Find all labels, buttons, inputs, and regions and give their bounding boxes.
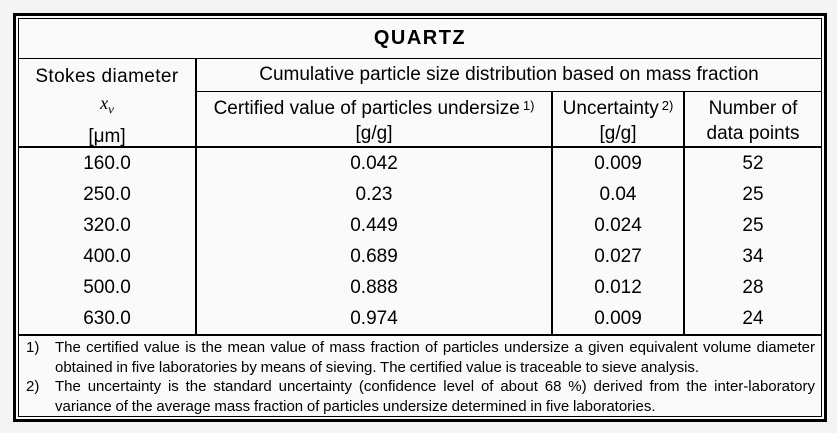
cell-diameter: 250.0 [19, 179, 197, 210]
certified-value-label: Certified value of particles undersize [213, 97, 520, 119]
footnotes-section: 1) The certified value is the mean value… [19, 336, 821, 416]
uncertainty-label: Uncertainty [562, 97, 659, 119]
footnote-ref-2: 2) [661, 97, 674, 113]
cell-diameter: 500.0 [19, 272, 197, 303]
table-header: Stokes diameter xv [μm] Cumulative parti… [19, 59, 821, 150]
footnote-1-marker: 1) [26, 339, 40, 356]
certified-value-unit: [g/g] [355, 122, 393, 144]
cell-diameter: 320.0 [19, 210, 197, 241]
cell-diameter: 400.0 [19, 241, 197, 272]
cell-certified: 0.449 [197, 210, 553, 241]
cell-uncertainty: 0.009 [553, 303, 685, 334]
cell-points: 24 [742, 307, 764, 329]
distribution-header-group: Cumulative particle size distribution ba… [197, 59, 821, 150]
cell-uncertainty: 0.024 [553, 210, 685, 241]
cell-uncertainty: 0.012 [553, 272, 685, 303]
footnote-2-text: The uncertainty is the standard uncertai… [55, 378, 815, 415]
cell-certified: 0.23 [197, 179, 553, 210]
cell-points: 25 [742, 183, 764, 205]
cell-points: 28 [742, 276, 764, 298]
table-title: QUARTZ [19, 19, 821, 59]
stokes-diameter-label: Stokes diameter [35, 66, 179, 87]
cell-uncertainty: 0.027 [553, 241, 685, 272]
footnote-2-marker: 2) [26, 378, 40, 395]
table-inner-border: QUARTZ Stokes diameter xv [μm] Cumulativ… [18, 18, 822, 417]
col-header-stokes-diameter: Stokes diameter xv [μm] [19, 59, 197, 150]
certified-value-label-line: Certified value of particles undersize 1) [214, 96, 535, 121]
cell-points: 52 [742, 152, 764, 174]
symbol-x: x [100, 93, 109, 113]
table-body: 160.0 0.042 0.009 52 250.0 0.23 0.04 25 … [19, 148, 821, 334]
footnote-1: 1) The certified value is the mean value… [19, 338, 821, 377]
cell-uncertainty: 0.009 [553, 148, 685, 179]
footnote-ref-1: 1) [522, 97, 535, 113]
stokes-diameter-unit: [μm] [88, 125, 126, 147]
cell-certified: 0.888 [197, 272, 553, 303]
cell-certified: 0.042 [197, 148, 553, 179]
certificate-table: QUARTZ Stokes diameter xv [μm] Cumulativ… [13, 13, 827, 422]
col-header-uncertainty: Uncertainty 2) [g/g] [553, 92, 685, 150]
col-header-number-of-data-points: Number of data points [685, 92, 821, 150]
col-header-certified-value: Certified value of particles undersize 1)… [197, 92, 553, 150]
cell-certified: 0.974 [197, 303, 553, 334]
symbol-x-subscript: v [108, 101, 114, 117]
cell-certified: 0.689 [197, 241, 553, 272]
footnote-1-text: The certified value is the mean value of… [55, 339, 815, 376]
cell-uncertainty: 0.04 [553, 179, 685, 210]
cell-points: 25 [742, 214, 764, 236]
sub-header-row: Certified value of particles undersize 1)… [197, 92, 821, 150]
cell-diameter: 630.0 [19, 303, 197, 334]
stokes-diameter-symbol: xv [100, 90, 114, 123]
cell-points: 34 [742, 245, 764, 267]
body-footnote-divider [19, 334, 821, 336]
col-header-distribution: Cumulative particle size distribution ba… [197, 59, 821, 92]
uncertainty-unit: [g/g] [599, 122, 637, 144]
header-body-divider [19, 146, 821, 148]
number-of-label: Number of [708, 97, 798, 119]
data-points-label: data points [706, 122, 800, 144]
footnote-2: 2) The uncertainty is the standard uncer… [19, 377, 821, 416]
cell-diameter: 160.0 [19, 148, 197, 179]
uncertainty-label-line: Uncertainty 2) [563, 96, 674, 121]
